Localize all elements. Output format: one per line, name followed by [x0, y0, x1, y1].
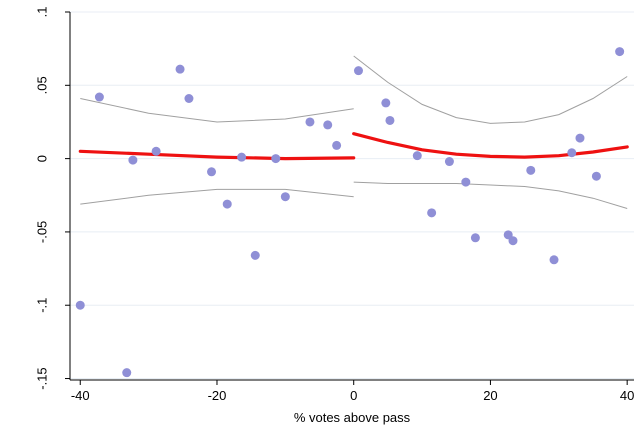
data-point-15 — [332, 140, 342, 150]
x-tick-label-1: -20 — [208, 388, 227, 403]
data-point-0 — [75, 300, 85, 310]
x-tick-label-0: -40 — [71, 388, 90, 403]
y-tick-label-0: -.15 — [35, 367, 50, 389]
data-points — [75, 47, 625, 378]
fit-curve-0 — [78, 149, 356, 161]
y-tick-label-1: -.1 — [35, 298, 50, 313]
data-point-13 — [305, 117, 315, 127]
data-point-3 — [128, 155, 138, 165]
axes: -.15 -.1 -.05 0 .05 .1 -40 -20 0 20 40 — [35, 7, 635, 403]
confidence-band — [80, 55, 628, 209]
data-point-18 — [385, 115, 395, 125]
data-point-19 — [412, 151, 422, 161]
y-tick-label-2: -.05 — [35, 221, 50, 243]
ci-upper-curve-0 — [80, 98, 354, 123]
ci-upper-curve-1 — [353, 55, 628, 124]
data-point-22 — [461, 177, 471, 187]
data-point-7 — [207, 167, 217, 177]
ci-lower-curve-0 — [80, 188, 354, 205]
data-point-4 — [151, 146, 161, 156]
data-point-10 — [250, 250, 260, 260]
data-point-26 — [526, 165, 536, 175]
data-point-1 — [94, 92, 104, 102]
data-point-16 — [353, 66, 363, 76]
data-point-20 — [427, 208, 437, 218]
ci-lower-curve-1 — [353, 181, 628, 209]
y-tick-label-4: .05 — [35, 76, 50, 94]
data-point-14 — [323, 120, 333, 130]
data-point-27 — [549, 255, 559, 265]
data-point-21 — [444, 157, 454, 167]
x-tick-label-2: 0 — [350, 388, 357, 403]
x-tick-label-4: 40 — [620, 388, 634, 403]
data-point-28 — [567, 148, 577, 158]
x-tick-label-3: 20 — [483, 388, 497, 403]
fit-curve-1 — [352, 132, 629, 159]
x-axis-title: % votes above pass — [294, 410, 411, 425]
data-point-25 — [508, 236, 518, 246]
fitted-curves — [78, 132, 629, 161]
data-point-31 — [615, 47, 625, 57]
data-point-6 — [184, 94, 194, 104]
data-point-17 — [381, 98, 391, 108]
data-point-30 — [591, 171, 601, 181]
data-point-29 — [575, 133, 585, 143]
data-point-5 — [175, 64, 185, 74]
data-point-11 — [271, 154, 281, 164]
data-point-23 — [470, 233, 480, 243]
y-tick-label-5: .1 — [35, 7, 50, 18]
data-point-12 — [280, 192, 290, 202]
data-point-8 — [222, 199, 232, 209]
data-point-2 — [122, 368, 132, 378]
data-point-9 — [237, 152, 247, 162]
y-tick-label-3: 0 — [35, 155, 50, 162]
